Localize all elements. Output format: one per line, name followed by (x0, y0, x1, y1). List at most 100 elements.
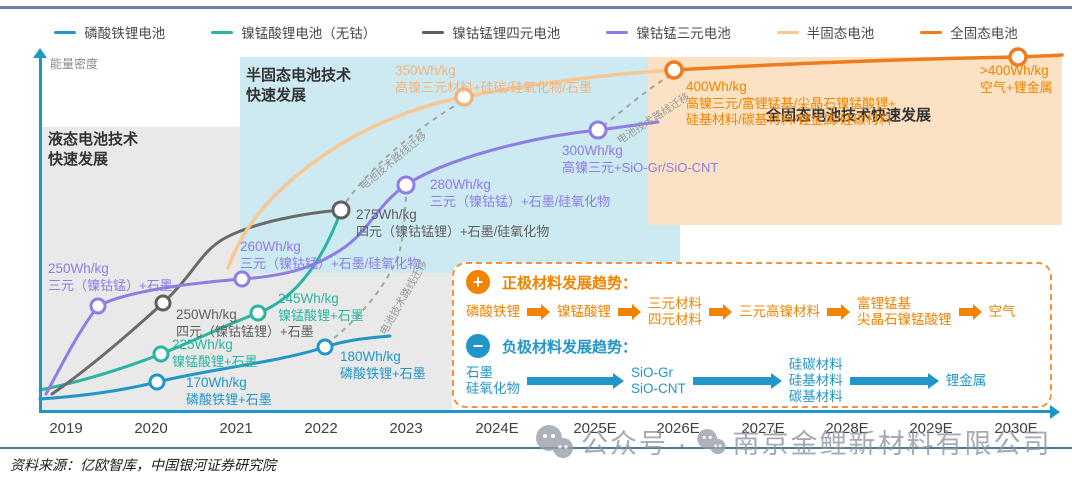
legend-item-ncm: 镍钴锰三元电池 (606, 22, 731, 42)
x-tick-2029e: 2029E (909, 420, 953, 437)
arrow-right-icon (692, 373, 782, 390)
watermark-prefix: 公众号 · (581, 429, 689, 459)
x-tick-2021: 2021 (219, 420, 253, 437)
cathode-step: 镍锰酸锂 (557, 304, 611, 320)
watermark-company: 南京金鲤新材料有限公司 (732, 429, 1052, 459)
legend-swatch-semisolid-icon (776, 30, 799, 34)
cathode-trend-header: + 正极材料发展趋势： (466, 270, 637, 294)
wechat-icon (696, 428, 725, 454)
annotation-245: 245Wh/kg 镍锰酸锂+石墨 (278, 291, 364, 323)
point-350whkg (454, 87, 474, 107)
bottom-divider (0, 447, 1072, 449)
region-label-semi: 半固态电池技术 快速发展 (246, 67, 352, 104)
minus-icon: − (466, 334, 490, 358)
source-note: 资料来源：亿欧智库，中国银河证券研究院 (10, 457, 276, 473)
x-tick-2026e: 2026E (656, 420, 700, 437)
x-tick-2023: 2023 (389, 420, 423, 437)
point-400plus-whkg (1008, 47, 1028, 67)
annotation-400: 400Wh/kg 高镍三元/富锂锰基/尖晶石镍锰酸锂+ 硅基材料/碳基材料/锂金… (686, 79, 896, 128)
legend-swatch-ncm-icon (606, 30, 629, 34)
arrow-right-icon (709, 304, 732, 321)
x-tick-2019: 2019 (49, 420, 83, 437)
curve-allsolid (672, 53, 1064, 72)
x-tick-2030e: 2030E (994, 420, 1038, 437)
point-260whkg (233, 270, 251, 288)
point-275whkg (331, 200, 351, 220)
point-225whkg (152, 345, 170, 363)
cathode-step: 三元高镍材料 (739, 304, 820, 320)
annotation-350: 350Wh/kg 高镍三元材料+硅碳/硅氧化物/石墨 (395, 63, 592, 95)
anode-trend-flow: 石墨 硅氧化物 SiO-Gr SiO-CNT 硅碳材料 硅基材料 碳基材料 锂金… (466, 357, 986, 406)
region-label-liquid: 液态电池技术 快速发展 (48, 131, 139, 168)
legend-label: 镍锰酸锂电池（无钴） (241, 26, 377, 41)
legend-swatch-lnmo-icon (211, 30, 234, 34)
arrow-right-icon (618, 304, 641, 321)
plus-icon: + (466, 270, 490, 294)
annotation-170: 170Wh/kg 磷酸铁锂+石墨 (186, 375, 272, 407)
curve-lfp (38, 334, 392, 401)
wechat-icon (536, 424, 573, 458)
annotation-260: 260Wh/kg 三元（镍钴锰）+石墨/硅氧化物 (240, 239, 421, 271)
x-tick-2022: 2022 (304, 420, 338, 437)
top-divider (0, 6, 1072, 9)
legend-label: 全固态电池 (950, 26, 1018, 41)
annotation-400plus: >400Wh/kg 空气+锂金属 (980, 63, 1053, 95)
point-400whkg (664, 60, 684, 80)
legend-label: 镍钴锰三元电池 (636, 26, 731, 41)
legend-label: 镍钴锰锂四元电池 (452, 26, 561, 41)
annotation-280: 280Wh/kg 三元（镍钴锰）+石墨/硅氧化物 (430, 177, 611, 209)
arrow-right-icon (527, 373, 624, 390)
annotation-250-ncm: 250Wh/kg 三元（镍钴锰）+石墨 (48, 261, 173, 293)
legend-swatch-allsolid-icon (920, 30, 943, 34)
cathode-trend-flow: 磷酸铁锂 镍锰酸锂 三元材料 四元材料 三元高镍材料 富锂锰基 尖晶石镍锰酸锂 … (466, 296, 1016, 328)
legend-swatch-quad-icon (422, 30, 445, 34)
curve-quad (50, 208, 343, 396)
migration-arrow-2 (345, 104, 457, 203)
annotation-250-quad: 250Wh/kg 四元（镍钴锰锂）+石墨 (176, 307, 314, 339)
x-tick-2025e: 2025E (573, 420, 617, 437)
cathode-step: 磷酸铁锂 (466, 304, 520, 320)
y-axis-label: 能量密度 (50, 57, 99, 71)
arrow-right-icon (849, 373, 939, 390)
point-245whkg (249, 304, 267, 322)
y-axis-arrow-icon (33, 48, 47, 58)
anode-trend-header: − 负极材料发展趋势： (466, 334, 637, 358)
legend-item-lnmo: 镍锰酸锂电池（无钴） (211, 22, 376, 42)
legend: 磷酸铁锂电池 镍锰酸锂电池（无钴） 镍钴锰锂四元电池 镍钴锰三元电池 半固态电池… (0, 22, 1072, 42)
legend-item-lfp: 磷酸铁锂电池 (54, 22, 165, 42)
legend-swatch-lfp-icon (54, 30, 77, 34)
curve-lnmo (38, 209, 343, 392)
region-all-solid-battery (648, 57, 1062, 225)
annotation-225: 225Wh/kg 镍锰酸锂+石墨 (172, 337, 258, 369)
x-tick-2024e: 2024E (475, 420, 519, 437)
migration-arrow-3 (602, 76, 669, 127)
watermark: 公众号 · 南京金鲤新材料有限公司 (533, 422, 1052, 461)
x-tick-2027e: 2027E (741, 420, 785, 437)
point-280whkg (396, 175, 416, 195)
legend-item-quad: 镍钴锰锂四元电池 (422, 22, 560, 42)
x-tick-2028e: 2028E (825, 420, 869, 437)
legend-item-allsolid: 全固态电池 (920, 22, 1018, 42)
arrow-right-icon (827, 304, 850, 321)
point-250whkg-quad (154, 294, 172, 312)
point-250whkg-ncm (89, 297, 107, 315)
anode-trend-title: 负极材料发展趋势： (502, 338, 638, 356)
arrow-right-icon (527, 304, 550, 321)
annotation-180: 180Wh/kg 磷酸铁锂+石墨 (340, 349, 426, 381)
cathode-trend-title: 正极材料发展趋势： (502, 274, 638, 292)
anode-step: 硅碳材料 硅基材料 碳基材料 (788, 357, 843, 405)
annotation-275: 275Wh/kg 四元（镍钴锰锂）+石墨/硅氧化物 (356, 207, 550, 239)
cathode-step: 富锂锰基 尖晶石镍锰酸锂 (857, 296, 952, 328)
anode-step: 石墨 硅氧化物 (466, 365, 520, 397)
anode-step: 锂金属 (945, 373, 987, 389)
annotation-300: 300Wh/kg 高镍三元+SiO-Gr/SiO-CNT (562, 143, 719, 175)
arrow-right-icon (958, 304, 982, 321)
point-170whkg (148, 373, 166, 391)
legend-label: 半固态电池 (806, 26, 875, 41)
x-axis-arrow-icon (1050, 405, 1060, 419)
material-trends-panel: + 正极材料发展趋势： 磷酸铁锂 镍锰酸锂 三元材料 四元材料 三元高镍材料 富… (452, 262, 1052, 408)
cathode-step: 三元材料 四元材料 (648, 296, 702, 328)
curve-semisolid (226, 68, 676, 270)
